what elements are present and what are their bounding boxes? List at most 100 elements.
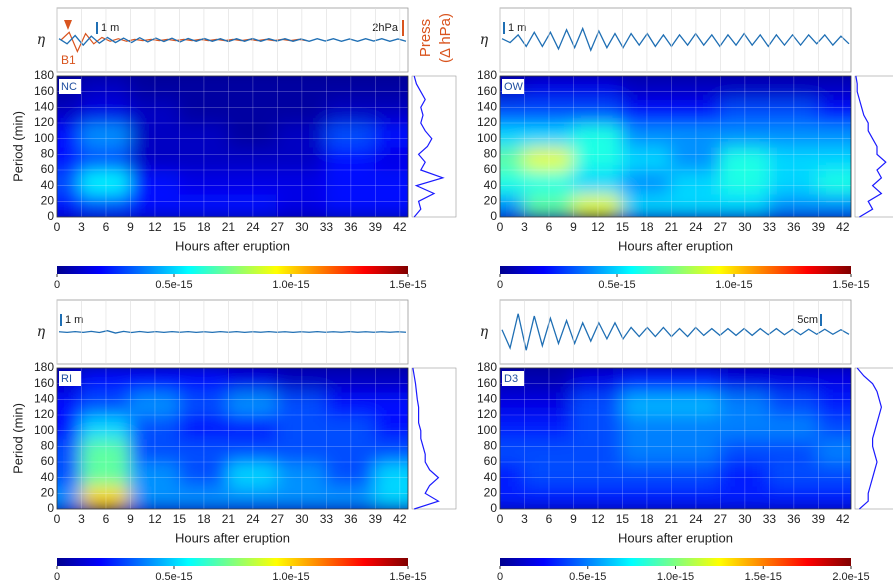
heatmap-cell — [80, 76, 132, 101]
heatmap-cell — [374, 414, 408, 440]
heatmap-frame — [56, 75, 409, 218]
y-tick-label: 40 — [41, 178, 55, 192]
heatmap-cell — [719, 169, 771, 195]
x-tick-label: 33 — [763, 220, 777, 234]
y-tick-label: 0 — [47, 501, 54, 515]
x-tick-label: 6 — [546, 220, 553, 234]
heatmap-cell — [572, 461, 624, 487]
heatmap-cell — [227, 484, 279, 509]
y-tick-label: 140 — [34, 100, 54, 114]
heatmap-cell — [129, 169, 181, 195]
heatmap-cell — [572, 484, 624, 509]
station-label: D3 — [504, 373, 518, 385]
heatmap-cell — [670, 461, 722, 487]
heatmap-cell — [817, 192, 851, 217]
x-tick-label: 24 — [246, 512, 260, 526]
heatmap-cell — [325, 390, 377, 416]
heatmap-cell — [523, 484, 575, 509]
x-tick-label: 15 — [616, 220, 630, 234]
heatmap-cell — [129, 145, 181, 171]
heatmap-cell — [374, 461, 408, 487]
heatmap-cell — [129, 76, 181, 101]
heatmap-cell — [178, 437, 230, 463]
y-tick-label: 40 — [484, 178, 498, 192]
x-tick-label: 0 — [497, 220, 504, 234]
heatmap-cell — [80, 461, 132, 487]
colorbar-tick-label: 1.5e-15 — [832, 279, 869, 291]
heatmap-cell — [374, 76, 408, 101]
heatmap-cell — [178, 122, 230, 148]
y-tick-label: 100 — [477, 131, 497, 145]
y-tick-label: 80 — [41, 439, 55, 453]
heatmap-cell — [523, 169, 575, 195]
heatmap-cells — [500, 76, 851, 217]
heatmap-cell — [80, 192, 132, 217]
x-tick-label: 9 — [127, 512, 134, 526]
station-label: RI — [61, 373, 72, 385]
colorbar-tick-label: 1.5e-15 — [745, 571, 782, 583]
heatmap-cell — [57, 192, 83, 217]
heatmap-cell — [523, 192, 575, 217]
x-tick-label: 30 — [295, 512, 309, 526]
heatmap-cell — [57, 98, 83, 124]
heatmap-cell — [817, 461, 851, 487]
heatmap-cell — [325, 192, 377, 217]
heatmap-cell — [572, 98, 624, 124]
y-tick-label: 120 — [477, 407, 497, 421]
trace-scale-label: 5cm — [797, 314, 818, 326]
colorbar-tick-label: 0 — [497, 279, 503, 291]
heatmap-cell — [768, 484, 820, 509]
trace-scale-label: 1 m — [65, 314, 83, 326]
heatmap-cell — [768, 122, 820, 148]
heatmap-cell — [500, 192, 526, 217]
pressure-axis-label: Press — [417, 19, 434, 57]
y-tick-label: 160 — [477, 84, 497, 98]
heatmap-cell — [572, 169, 624, 195]
colorbar-tick-label: 1.0e-15 — [715, 279, 752, 291]
heatmap-cell — [500, 169, 526, 195]
heatmap-cell — [178, 169, 230, 195]
x-tick-label: 27 — [714, 220, 728, 234]
heatmap-cell — [621, 192, 673, 217]
heatmap-cell — [276, 76, 328, 101]
heatmap-cell — [374, 390, 408, 416]
x-tick-label: 33 — [763, 512, 777, 526]
heatmap-cell — [374, 484, 408, 509]
heatmap-cell — [719, 98, 771, 124]
heatmap-cell — [325, 169, 377, 195]
colorbar-tick-label: 1.0e-15 — [272, 571, 309, 583]
x-tick-label: 24 — [689, 512, 703, 526]
x-tick-label: 39 — [812, 512, 826, 526]
trace-scale-label: 1 m — [508, 22, 526, 34]
x-tick-label: 18 — [640, 220, 654, 234]
heatmap-cell — [374, 169, 408, 195]
heatmap-cell — [80, 484, 132, 509]
heatmap-cell — [621, 437, 673, 463]
heatmap-cell — [670, 122, 722, 148]
heatmap-cell — [129, 437, 181, 463]
heatmap-cell — [500, 145, 526, 171]
colorbar-tick-label: 0.5e-15 — [155, 279, 192, 291]
pressure-scale-label: 2hPa — [372, 22, 399, 34]
heatmap-cell — [227, 461, 279, 487]
profile-line — [413, 75, 445, 218]
heatmap-cell — [276, 145, 328, 171]
heatmap-cell — [178, 192, 230, 217]
heatmap-cell — [227, 122, 279, 148]
y-tick-label: 100 — [34, 423, 54, 437]
profile-frame — [411, 75, 457, 218]
heatmap-cells — [57, 368, 408, 509]
x-tick-label: 15 — [616, 512, 630, 526]
heatmap-cell — [719, 437, 771, 463]
x-tick-label: 42 — [393, 512, 407, 526]
heatmap-cell — [768, 437, 820, 463]
heatmap-cell — [523, 122, 575, 148]
heatmap-cell — [768, 98, 820, 124]
x-tick-label: 6 — [546, 512, 553, 526]
heatmap-cell — [817, 145, 851, 171]
y-tick-label: 140 — [477, 392, 497, 406]
heatmap-cell — [227, 390, 279, 416]
x-tick-label: 24 — [689, 220, 703, 234]
heatmap-cell — [670, 414, 722, 440]
heatmap-cell — [768, 390, 820, 416]
